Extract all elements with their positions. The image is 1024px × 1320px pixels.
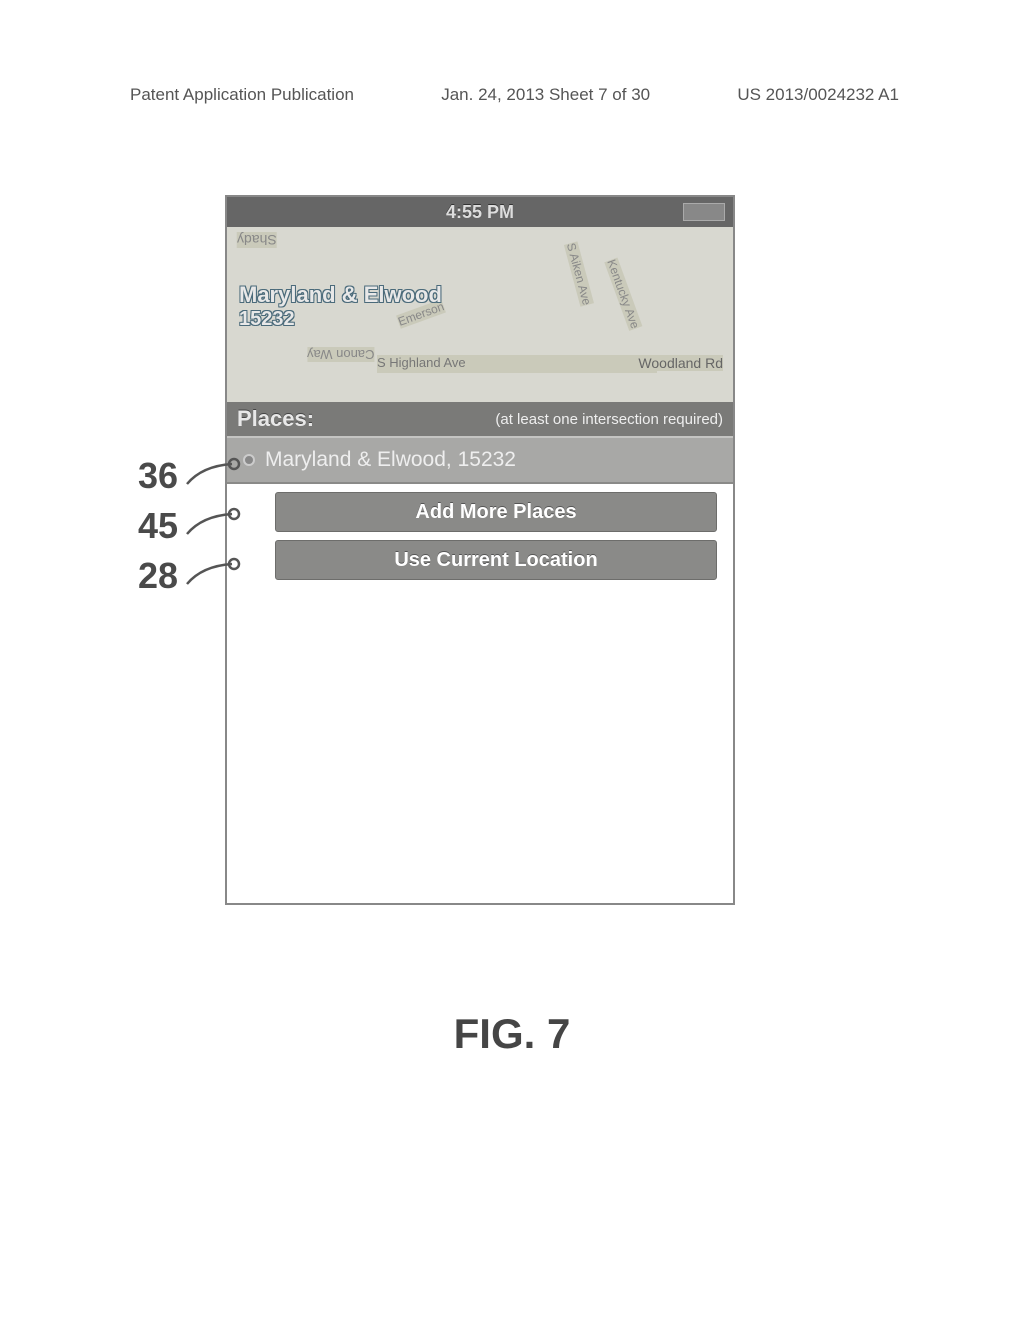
road-label-shady: Shady — [237, 232, 277, 248]
road-label-highland: S Highland Ave — [377, 355, 657, 373]
callout-28-num: 28 — [138, 555, 178, 597]
place-bullet-icon — [243, 454, 255, 466]
road-label-kentucky: Kentucky Ave — [604, 258, 642, 331]
leader-line-icon — [182, 556, 242, 596]
places-hint: (at least one intersection required) — [495, 411, 723, 428]
page-header: Patent Application Publication Jan. 24, … — [0, 85, 1024, 105]
figure-label: FIG. 7 — [0, 1010, 1024, 1058]
callout-45-num: 45 — [138, 505, 178, 547]
callout-36-num: 36 — [138, 455, 178, 497]
place-entry-row[interactable]: Maryland & Elwood, 15232 — [227, 436, 733, 484]
header-center: Jan. 24, 2013 Sheet 7 of 30 — [441, 85, 650, 105]
callout-28: 28 — [138, 555, 242, 597]
leader-line-icon — [182, 456, 242, 496]
add-more-places-label: Add More Places — [415, 501, 576, 524]
leader-line-icon — [182, 506, 242, 546]
header-right: US 2013/0024232 A1 — [737, 85, 899, 105]
map-overlay-address: Maryland & Elwood 15232 — [239, 282, 442, 331]
add-more-places-button[interactable]: Add More Places — [275, 492, 717, 532]
figure-container: 4:55 PM Shady Emerson S Aiken Ave Kentuc… — [225, 195, 735, 905]
use-current-location-label: Use Current Location — [394, 549, 597, 572]
status-bar: 4:55 PM — [227, 197, 733, 227]
status-time: 4:55 PM — [446, 202, 514, 222]
header-left: Patent Application Publication — [130, 85, 354, 105]
battery-icon — [683, 203, 725, 221]
road-label-aiken: S Aiken Ave — [564, 241, 594, 306]
callout-36: 36 — [138, 455, 242, 497]
road-label-woodland: Woodland Rd — [638, 355, 723, 371]
map-area[interactable]: Shady Emerson S Aiken Ave Kentucky Ave C… — [227, 227, 733, 402]
places-header-bar: Places: (at least one intersection requi… — [227, 402, 733, 436]
places-label: Places: — [237, 406, 314, 432]
overlay-zip: 15232 — [239, 308, 442, 331]
road-label-canon: Canon Way — [307, 347, 374, 362]
overlay-street: Maryland & Elwood — [239, 282, 442, 308]
place-entry-text: Maryland & Elwood, 15232 — [265, 448, 516, 472]
phone-frame: 4:55 PM Shady Emerson S Aiken Ave Kentuc… — [225, 195, 735, 905]
callout-45: 45 — [138, 505, 242, 547]
use-current-location-button[interactable]: Use Current Location — [275, 540, 717, 580]
